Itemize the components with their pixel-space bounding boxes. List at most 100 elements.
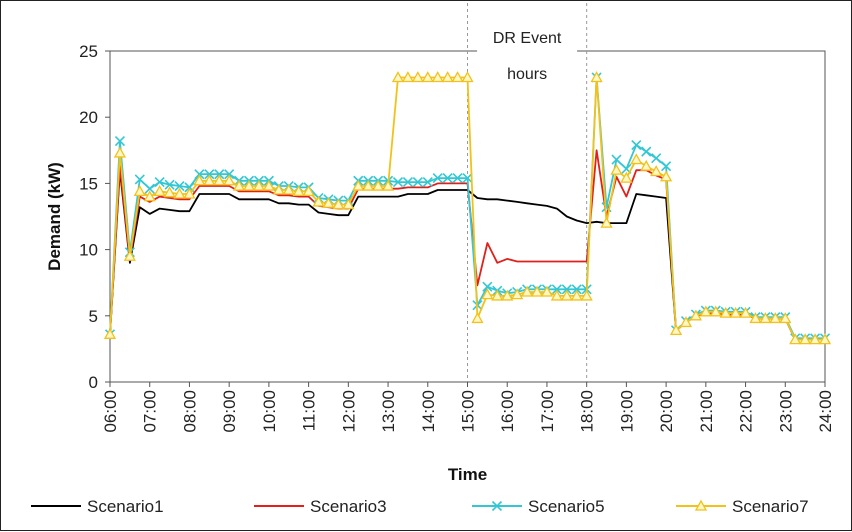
series-point-marker — [462, 173, 473, 184]
series-point-marker — [818, 333, 832, 345]
marker-stroke — [631, 139, 642, 151]
series-point-marker — [694, 499, 708, 511]
x-tick-label: 19:00 — [617, 390, 636, 433]
series-point-marker — [669, 324, 683, 336]
series-point-marker — [789, 333, 802, 345]
series-point-marker — [540, 285, 554, 297]
series-point-marker — [611, 154, 622, 165]
series-point-marker — [362, 179, 375, 191]
series-point-marker — [401, 71, 415, 83]
series-point-marker — [650, 165, 663, 177]
x-tick-label: 16:00 — [498, 390, 517, 433]
series-point-marker — [203, 174, 216, 186]
series-point-marker — [412, 177, 423, 188]
series-point-marker — [432, 173, 443, 184]
series-point-marker — [808, 333, 822, 345]
series-point-marker — [312, 195, 325, 207]
dr-event-annotation: DR Event hours — [493, 30, 562, 83]
series-point-marker — [163, 186, 176, 198]
y-tick-label: 0 — [89, 373, 98, 392]
marker-stroke — [491, 500, 503, 512]
series-point-marker — [421, 71, 434, 83]
x-tick-label: 21:00 — [697, 390, 716, 433]
marker-stroke — [154, 177, 165, 188]
dr-event-label-line-1: DR Event — [493, 30, 562, 47]
marker-stroke — [641, 146, 652, 157]
x-tick-label: 12:00 — [339, 390, 358, 433]
marker-stroke — [661, 161, 672, 172]
series-point-marker — [491, 289, 504, 301]
series-point-marker — [204, 169, 215, 180]
series-point-marker — [381, 179, 395, 191]
x-tick-label: 20:00 — [657, 390, 676, 433]
x-axis-title: Time — [448, 465, 487, 484]
marker-stroke — [164, 179, 175, 190]
series-point-marker — [123, 249, 136, 261]
marker-stroke — [422, 177, 433, 188]
series-point-marker — [252, 179, 266, 191]
series-point-marker — [422, 177, 433, 188]
series-point-marker — [620, 171, 633, 183]
marker-stroke — [551, 284, 562, 295]
marker-stroke — [611, 154, 622, 165]
series-point-marker — [232, 179, 246, 191]
series-point-marker — [610, 163, 623, 175]
marker-stroke — [144, 183, 155, 194]
series-point-marker — [679, 316, 693, 328]
x-tick-label: 15:00 — [459, 390, 478, 433]
series-point-marker — [342, 198, 355, 210]
marker-stroke — [184, 182, 195, 193]
x-tick-label: 07:00 — [141, 390, 160, 433]
series-point-marker — [571, 284, 582, 295]
marker-stroke — [462, 173, 473, 184]
x-tick-label: 18:00 — [578, 390, 597, 433]
series-point-marker — [292, 185, 305, 196]
series-point-marker — [272, 183, 285, 195]
series-point-marker — [144, 183, 155, 194]
series-point-marker — [262, 179, 275, 191]
x-tick-label: 17:00 — [538, 390, 557, 433]
series-point-marker — [630, 153, 643, 165]
series-point-marker — [660, 170, 673, 182]
series-point-marker — [332, 198, 345, 210]
x-tick-label: 22:00 — [737, 390, 756, 433]
series-point-marker — [114, 135, 125, 147]
marker-stroke — [134, 174, 145, 185]
series-point-marker — [759, 312, 772, 324]
legend-label: Scenario1 — [87, 497, 164, 516]
series-point-marker — [193, 174, 206, 186]
y-tick-label: 5 — [89, 307, 98, 326]
marker-stroke — [174, 180, 185, 192]
series-point-marker — [481, 288, 494, 300]
marker-stroke — [442, 173, 453, 184]
series-point-marker — [392, 177, 404, 188]
marker-stroke — [402, 177, 413, 188]
series-point-marker — [113, 146, 127, 158]
series-point-marker — [143, 190, 156, 202]
series-point-marker — [322, 196, 335, 208]
marker-stroke — [194, 169, 205, 180]
series-point-marker — [491, 500, 503, 512]
series-point-marker — [451, 71, 464, 83]
series-point-marker — [183, 187, 196, 199]
series-point-marker — [134, 174, 145, 185]
series-point-marker — [651, 153, 662, 164]
dr-event-label-line-2: hours — [507, 66, 547, 83]
legend-item-scenario3: Scenario3 — [254, 497, 387, 516]
series-point-marker — [550, 289, 563, 301]
series-point-marker — [471, 312, 484, 324]
series-point-marker — [580, 289, 593, 301]
legend: Scenario1 Scenario3 Scenario5 Scenario7 — [31, 497, 809, 516]
legend-label: Scenario7 — [732, 497, 809, 516]
x-tick-label: 10:00 — [260, 390, 279, 433]
series-point-marker — [194, 169, 205, 180]
series-point-marker — [570, 289, 583, 301]
series-point-marker — [511, 288, 524, 300]
series-point-marker — [739, 306, 752, 318]
y-tick-label: 25 — [79, 42, 98, 61]
series-point-marker — [223, 174, 236, 186]
series-point-marker — [213, 174, 226, 186]
series-point-marker — [441, 71, 454, 83]
series-point-marker — [779, 312, 792, 324]
